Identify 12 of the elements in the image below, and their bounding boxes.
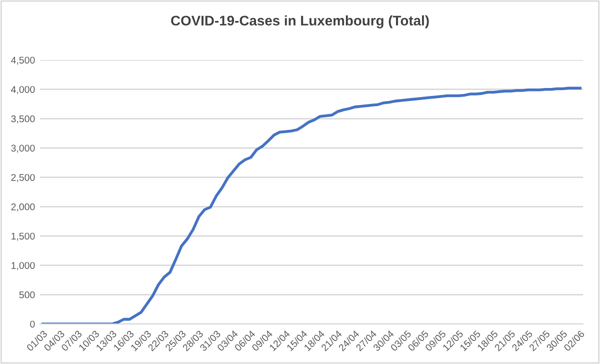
chart-title: COVID-19-Cases in Luxembourg (Total) <box>171 15 429 28</box>
y-tick-label: 0 <box>30 320 35 328</box>
y-tick-label: 500 <box>19 291 35 298</box>
y-tick-label: 2,000 <box>11 203 35 212</box>
y-tick-label: 4,500 <box>11 56 35 65</box>
line-series <box>42 86 582 324</box>
y-tick-label: 3,500 <box>11 115 35 124</box>
y-tick-label: 1,000 <box>12 262 35 270</box>
y-tick-label: 1,500 <box>12 232 35 241</box>
y-tick-label: 3,000 <box>11 144 35 153</box>
y-tick-label: 4,000 <box>11 86 35 94</box>
y-tick-label: 2,500 <box>11 174 35 182</box>
